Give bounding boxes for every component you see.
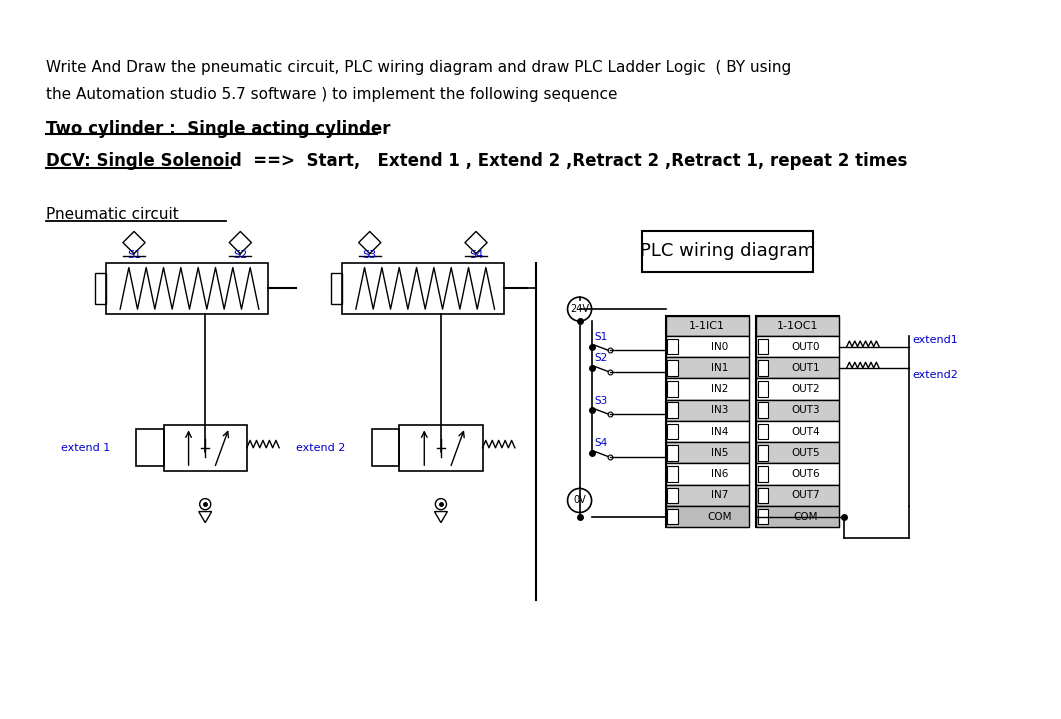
Text: S2: S2 — [233, 250, 247, 260]
Text: Pneumatic circuit: Pneumatic circuit — [47, 208, 179, 222]
Text: OUT6: OUT6 — [792, 469, 820, 479]
Bar — [136, 429, 163, 466]
Text: OUT4: OUT4 — [792, 426, 820, 436]
Bar — [756, 357, 839, 378]
Text: OUT0: OUT0 — [792, 342, 820, 352]
Text: the Automation studio 5.7 software ) to implement the following sequence: the Automation studio 5.7 software ) to … — [47, 87, 618, 102]
Bar — [665, 485, 749, 506]
Bar — [667, 445, 678, 461]
Bar — [665, 442, 749, 464]
Text: IN1: IN1 — [711, 363, 728, 373]
Bar — [756, 464, 839, 485]
Circle shape — [568, 297, 592, 321]
Bar — [642, 231, 814, 273]
Text: OUT5: OUT5 — [792, 448, 820, 458]
Bar — [756, 316, 839, 527]
Text: COM: COM — [708, 512, 732, 522]
Bar — [667, 381, 678, 397]
Bar — [163, 425, 247, 471]
Bar — [756, 421, 839, 442]
Bar — [665, 316, 749, 527]
Bar — [665, 357, 749, 378]
Text: Two cylinder :  Single acting cylinder: Two cylinder : Single acting cylinder — [47, 119, 390, 137]
Bar — [758, 360, 768, 375]
Bar — [331, 273, 342, 303]
Text: extend 2: extend 2 — [296, 443, 346, 453]
Text: IN3: IN3 — [711, 406, 728, 416]
Bar — [756, 378, 839, 400]
Bar — [667, 466, 678, 482]
Bar — [665, 336, 749, 357]
Text: PLC wiring diagram: PLC wiring diagram — [640, 242, 816, 260]
Text: S1: S1 — [594, 332, 608, 342]
Bar — [665, 316, 749, 336]
Bar — [756, 336, 839, 357]
Bar — [758, 339, 768, 354]
Bar — [758, 423, 768, 439]
Bar — [665, 378, 749, 400]
Bar — [756, 316, 839, 336]
Text: S3: S3 — [594, 395, 608, 406]
Bar — [371, 429, 399, 466]
Bar — [667, 339, 678, 354]
Bar — [667, 360, 678, 375]
Bar — [665, 464, 749, 485]
Bar — [756, 485, 839, 506]
Bar — [665, 421, 749, 442]
Bar — [342, 263, 504, 313]
Bar — [399, 425, 483, 471]
Text: COM: COM — [794, 512, 818, 522]
Bar — [106, 263, 268, 313]
Bar — [756, 506, 839, 527]
Text: IN5: IN5 — [711, 448, 728, 458]
Text: extend2: extend2 — [912, 370, 958, 380]
Text: S4: S4 — [594, 439, 608, 448]
Circle shape — [568, 488, 592, 513]
Bar — [758, 487, 768, 503]
Text: OUT1: OUT1 — [792, 363, 820, 373]
Text: IN6: IN6 — [711, 469, 728, 479]
Text: 1-1OC1: 1-1OC1 — [777, 321, 818, 331]
Text: 24V: 24V — [570, 304, 589, 314]
Text: IN0: IN0 — [711, 342, 728, 352]
Bar — [758, 381, 768, 397]
Text: S4: S4 — [469, 250, 483, 260]
Text: 0V: 0V — [573, 495, 586, 505]
Bar — [95, 273, 106, 303]
Bar — [758, 466, 768, 482]
Bar — [756, 400, 839, 421]
Text: IN2: IN2 — [711, 384, 728, 394]
Bar — [667, 403, 678, 418]
Bar — [665, 400, 749, 421]
Text: OUT2: OUT2 — [792, 384, 820, 394]
Bar — [758, 509, 768, 524]
Text: OUT7: OUT7 — [792, 490, 820, 500]
Bar — [756, 442, 839, 464]
Text: S2: S2 — [594, 353, 608, 363]
Text: 1-1IC1: 1-1IC1 — [690, 321, 725, 331]
Text: DCV: Single Solenoid  ==>  Start,   Extend 1 , Extend 2 ,Retract 2 ,Retract 1, r: DCV: Single Solenoid ==> Start, Extend 1… — [47, 152, 907, 170]
Text: IN4: IN4 — [711, 426, 728, 436]
Text: extend1: extend1 — [912, 335, 958, 344]
Bar — [667, 509, 678, 524]
Bar — [758, 403, 768, 418]
Text: extend 1: extend 1 — [60, 443, 110, 453]
Text: S1: S1 — [127, 250, 141, 260]
Bar — [667, 423, 678, 439]
Text: IN7: IN7 — [711, 490, 728, 500]
Bar — [758, 445, 768, 461]
Bar — [665, 506, 749, 527]
Bar — [667, 487, 678, 503]
Text: S3: S3 — [363, 250, 377, 260]
Text: Write And Draw the pneumatic circuit, PLC wiring diagram and draw PLC Ladder Log: Write And Draw the pneumatic circuit, PL… — [47, 60, 792, 75]
Text: OUT3: OUT3 — [792, 406, 820, 416]
